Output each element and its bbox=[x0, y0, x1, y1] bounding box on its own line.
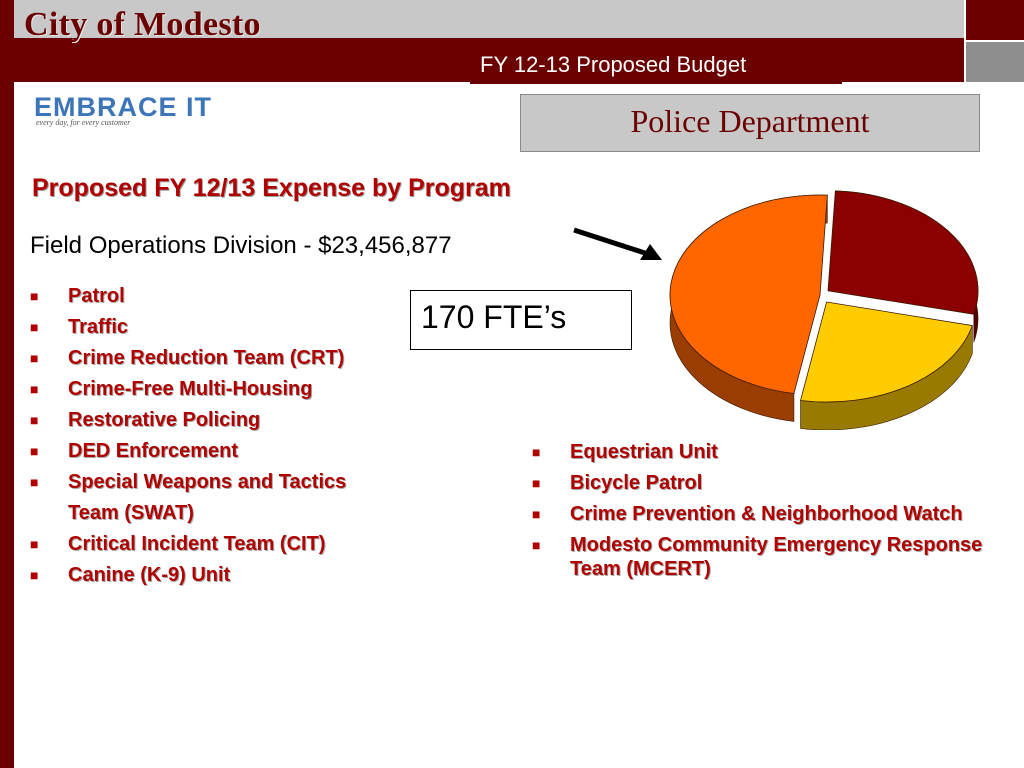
division-label: Field Operations Division - $23,456,877 bbox=[30, 232, 452, 259]
list-item: ■ Canine (K-9) Unit bbox=[30, 564, 231, 586]
department-title: Police Department bbox=[630, 103, 870, 139]
bullet-icon: ■ bbox=[30, 381, 39, 397]
bullet-icon: ■ bbox=[532, 444, 541, 460]
bullet-icon: ■ bbox=[30, 474, 39, 490]
header-corner-blocks bbox=[964, 0, 1024, 82]
department-box: Police Department bbox=[520, 94, 980, 152]
pie-slice-1 bbox=[827, 190, 979, 315]
list-item: ■ Traffic bbox=[30, 316, 129, 338]
list-item: Team (SWAT) bbox=[68, 502, 194, 524]
bullet-icon: ■ bbox=[532, 506, 541, 522]
program-list-right: ■ Equestrian Unit ■ Bicycle Patrol ■ Crime … bbox=[532, 440, 990, 588]
list-item: ■ Crime Prevention & Neighborhood Watch bbox=[532, 503, 963, 525]
bullet-icon: ■ bbox=[30, 319, 39, 335]
list-item: ■ Critical Incident Team (CIT) bbox=[30, 533, 326, 555]
bullet-icon: ■ bbox=[30, 288, 39, 304]
list-item: ■ Bicycle Patrol bbox=[532, 472, 703, 494]
bullet-icon: ■ bbox=[30, 567, 39, 583]
page-heading: Proposed FY 12/13 Expense by Program bbox=[32, 174, 511, 202]
fte-count: 170 FTE’s bbox=[421, 299, 567, 335]
budget-title: FY 12-13 Proposed Budget bbox=[480, 52, 747, 77]
bullet-icon: ■ bbox=[30, 350, 39, 366]
bullet-icon: ■ bbox=[30, 443, 39, 459]
list-item: ■ Equestrian Unit bbox=[532, 441, 718, 463]
corner-block-gray bbox=[966, 42, 1024, 82]
pie-slice-0 bbox=[669, 194, 828, 394]
left-accent-bar bbox=[0, 0, 14, 768]
bullet-icon: ■ bbox=[532, 537, 541, 553]
list-item: ■ Crime-Free Multi-Housing bbox=[30, 378, 313, 400]
list-item: ■ Special Weapons and Tactics bbox=[30, 471, 347, 493]
logo-tagline: every day, for every customer bbox=[36, 118, 131, 127]
fte-box: 170 FTE’s bbox=[410, 290, 632, 350]
budget-title-strip bbox=[470, 44, 842, 84]
arrow-icon bbox=[573, 227, 662, 260]
expense-pie-chart bbox=[669, 190, 979, 430]
bullet-icon: ■ bbox=[30, 536, 39, 552]
list-item: ■ Crime Reduction Team (CRT) bbox=[30, 347, 345, 369]
header-top-band bbox=[0, 0, 964, 38]
pie-slice-2 bbox=[800, 301, 973, 403]
list-item: ■ Restorative Policing bbox=[30, 409, 261, 431]
list-item: ■ Patrol bbox=[30, 285, 125, 307]
list-item: ■ Modesto Community Emergency Response Te… bbox=[532, 534, 983, 580]
bullet-icon: ■ bbox=[532, 475, 541, 491]
list-item: ■ DED Enforcement bbox=[30, 440, 239, 462]
embrace-it-logo: EMBRACE IT every day, for every customer bbox=[34, 90, 234, 130]
corner-block-maroon bbox=[966, 0, 1024, 40]
city-title: City of Modesto bbox=[24, 6, 261, 43]
program-list-left: ■ Patrol ■ Traffic ■ Crime Reduction Team (… bbox=[30, 284, 428, 594]
bullet-icon: ■ bbox=[30, 412, 39, 428]
logo-text: EMBRACE IT bbox=[34, 92, 212, 122]
